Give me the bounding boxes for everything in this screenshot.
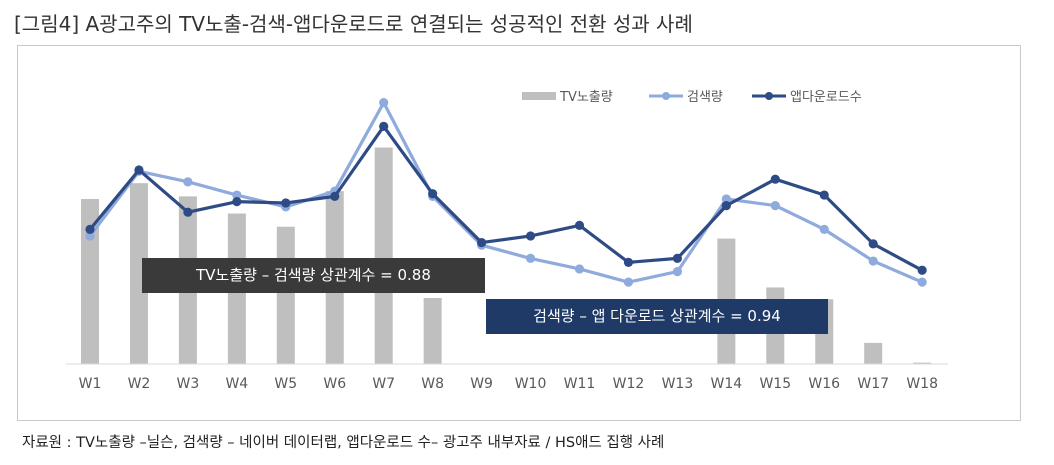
search-point-w3 <box>183 177 193 187</box>
x-tick-label: W7 <box>372 376 395 392</box>
search-point-w15 <box>770 201 780 211</box>
x-tick-label: W9 <box>470 376 493 392</box>
app-point-w16 <box>819 190 829 200</box>
page-title: [그림4] A광고주의 TV노출-검색-앱다운로드로 연결되는 성공적인 전환 … <box>14 12 693 36</box>
x-tick-label: W6 <box>323 376 346 392</box>
bar-w5 <box>276 226 295 364</box>
x-tick-label: W3 <box>177 376 200 392</box>
legend-label-app: 앱다운로드수 <box>790 90 862 105</box>
search-point-w1 <box>85 231 95 241</box>
app-point-w10 <box>525 231 536 241</box>
bar-w17 <box>864 342 883 364</box>
app-point-w5 <box>281 198 291 208</box>
bar-w8 <box>423 298 442 364</box>
app-point-w15 <box>770 174 780 184</box>
x-tick-label: W4 <box>225 376 248 392</box>
search-point-w14 <box>721 194 731 204</box>
x-tick-label: W1 <box>79 376 102 392</box>
app-point-w14 <box>721 201 731 211</box>
legend: TV노출량 검색량 앱다운로드수 <box>522 90 862 105</box>
legend-label-tv: TV노출량 <box>559 90 613 105</box>
app-point-w17 <box>868 239 878 249</box>
app-point-w18 <box>917 265 927 275</box>
annotation-tv-search-correlation: TV노출량 – 검색량 상관계수 = 0.88 <box>142 258 485 293</box>
app-point-w6 <box>330 191 340 201</box>
legend-swatch-tv <box>522 92 556 100</box>
app-point-w7 <box>379 121 389 131</box>
app-point-w12 <box>623 257 634 267</box>
search-point-w13 <box>672 267 683 277</box>
search-point-w16 <box>819 224 829 234</box>
app-point-w1 <box>85 224 95 234</box>
app-point-w9 <box>477 237 487 248</box>
legend-marker-search <box>662 92 670 100</box>
x-tick-label: W13 <box>662 376 694 392</box>
x-tick-label: W5 <box>274 376 297 392</box>
search-point-w11 <box>574 264 585 274</box>
app-point-w8 <box>428 189 438 199</box>
x-tick-label: W10 <box>515 376 547 392</box>
search-point-w7 <box>379 98 389 108</box>
x-tick-label: W18 <box>906 376 938 392</box>
annotation-search-app-correlation: 검색량 – 앱 다운로드 상관계수 = 0.94 <box>486 299 828 334</box>
x-tick-label: W8 <box>421 376 444 392</box>
bar-w2 <box>129 183 148 364</box>
app-point-w11 <box>574 220 585 230</box>
app-point-w13 <box>672 253 683 263</box>
app-point-w2 <box>134 165 144 175</box>
x-tick-label: W14 <box>711 376 743 392</box>
legend-label-search: 검색량 <box>687 90 723 105</box>
app-point-w4 <box>232 197 242 207</box>
x-tick-label: W12 <box>613 376 645 392</box>
x-tick-label: W15 <box>759 376 791 392</box>
x-tick-label: W17 <box>857 376 889 392</box>
bar-w1 <box>81 199 99 364</box>
source-note: 자료원 : TV노출량 –닐슨, 검색량 – 네이버 데이터랩, 앱다운로드 수… <box>22 435 665 451</box>
search-line <box>88 101 923 284</box>
search-point-w4 <box>232 190 242 200</box>
app-point-w3 <box>183 207 193 217</box>
search-point-w10 <box>525 253 536 263</box>
bar-w18 <box>913 362 932 364</box>
x-tick-label: W2 <box>128 376 151 392</box>
app-line <box>88 124 923 272</box>
x-tick-label: W11 <box>564 376 596 392</box>
legend-marker-app <box>765 92 773 100</box>
search-point-w17 <box>868 256 878 266</box>
x-tick-label: W16 <box>808 376 840 392</box>
bar-w7 <box>374 147 393 364</box>
search-point-w12 <box>623 277 634 287</box>
search-point-w18 <box>917 277 927 287</box>
